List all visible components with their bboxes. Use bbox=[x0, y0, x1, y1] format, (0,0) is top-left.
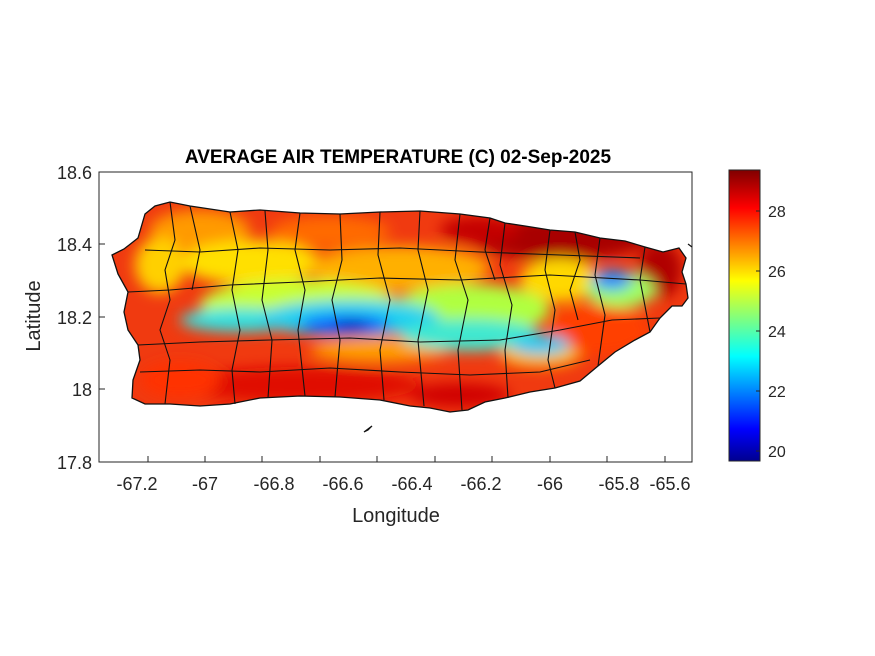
y-tick-label: 18.4 bbox=[57, 235, 92, 255]
x-tick-label: -66.4 bbox=[391, 474, 432, 494]
y-tick-label: 18.2 bbox=[57, 308, 92, 328]
colorbar-tick-label: 22 bbox=[768, 384, 786, 401]
x-tick-label: -66.8 bbox=[253, 474, 294, 494]
colorbar-tick-label: 20 bbox=[768, 444, 786, 461]
x-tick-label: -66.6 bbox=[322, 474, 363, 494]
colorbar-tick-marks bbox=[756, 210, 760, 452]
municipality-boundaries bbox=[127, 201, 687, 411]
x-tick-marks bbox=[147, 456, 666, 462]
y-tick-label: 18 bbox=[72, 380, 92, 400]
y-tick-label: 18.6 bbox=[57, 163, 92, 183]
y-axis-label: Latitude bbox=[23, 280, 45, 351]
x-axis-label: Longitude bbox=[352, 505, 440, 527]
x-tick-label: -67 bbox=[192, 474, 218, 494]
colorbar bbox=[728, 169, 761, 462]
chart-title: AVERAGE AIR TEMPERATURE (C) 02-Sep-2025 bbox=[185, 147, 612, 168]
islet bbox=[687, 243, 693, 248]
colorbar-tick-label: 28 bbox=[768, 204, 786, 221]
y-tick-label: 17.8 bbox=[57, 453, 92, 473]
y-tick-marks bbox=[99, 171, 105, 463]
x-tick-label: -66.2 bbox=[460, 474, 501, 494]
colorbar-tick-label: 24 bbox=[768, 324, 786, 341]
x-tick-label: -65.8 bbox=[598, 474, 639, 494]
x-tick-label: -67.2 bbox=[116, 474, 157, 494]
colorbar-tick-label: 26 bbox=[768, 264, 786, 281]
x-tick-label: -66 bbox=[537, 474, 563, 494]
islet bbox=[363, 425, 373, 433]
x-tick-label: -65.6 bbox=[649, 474, 690, 494]
